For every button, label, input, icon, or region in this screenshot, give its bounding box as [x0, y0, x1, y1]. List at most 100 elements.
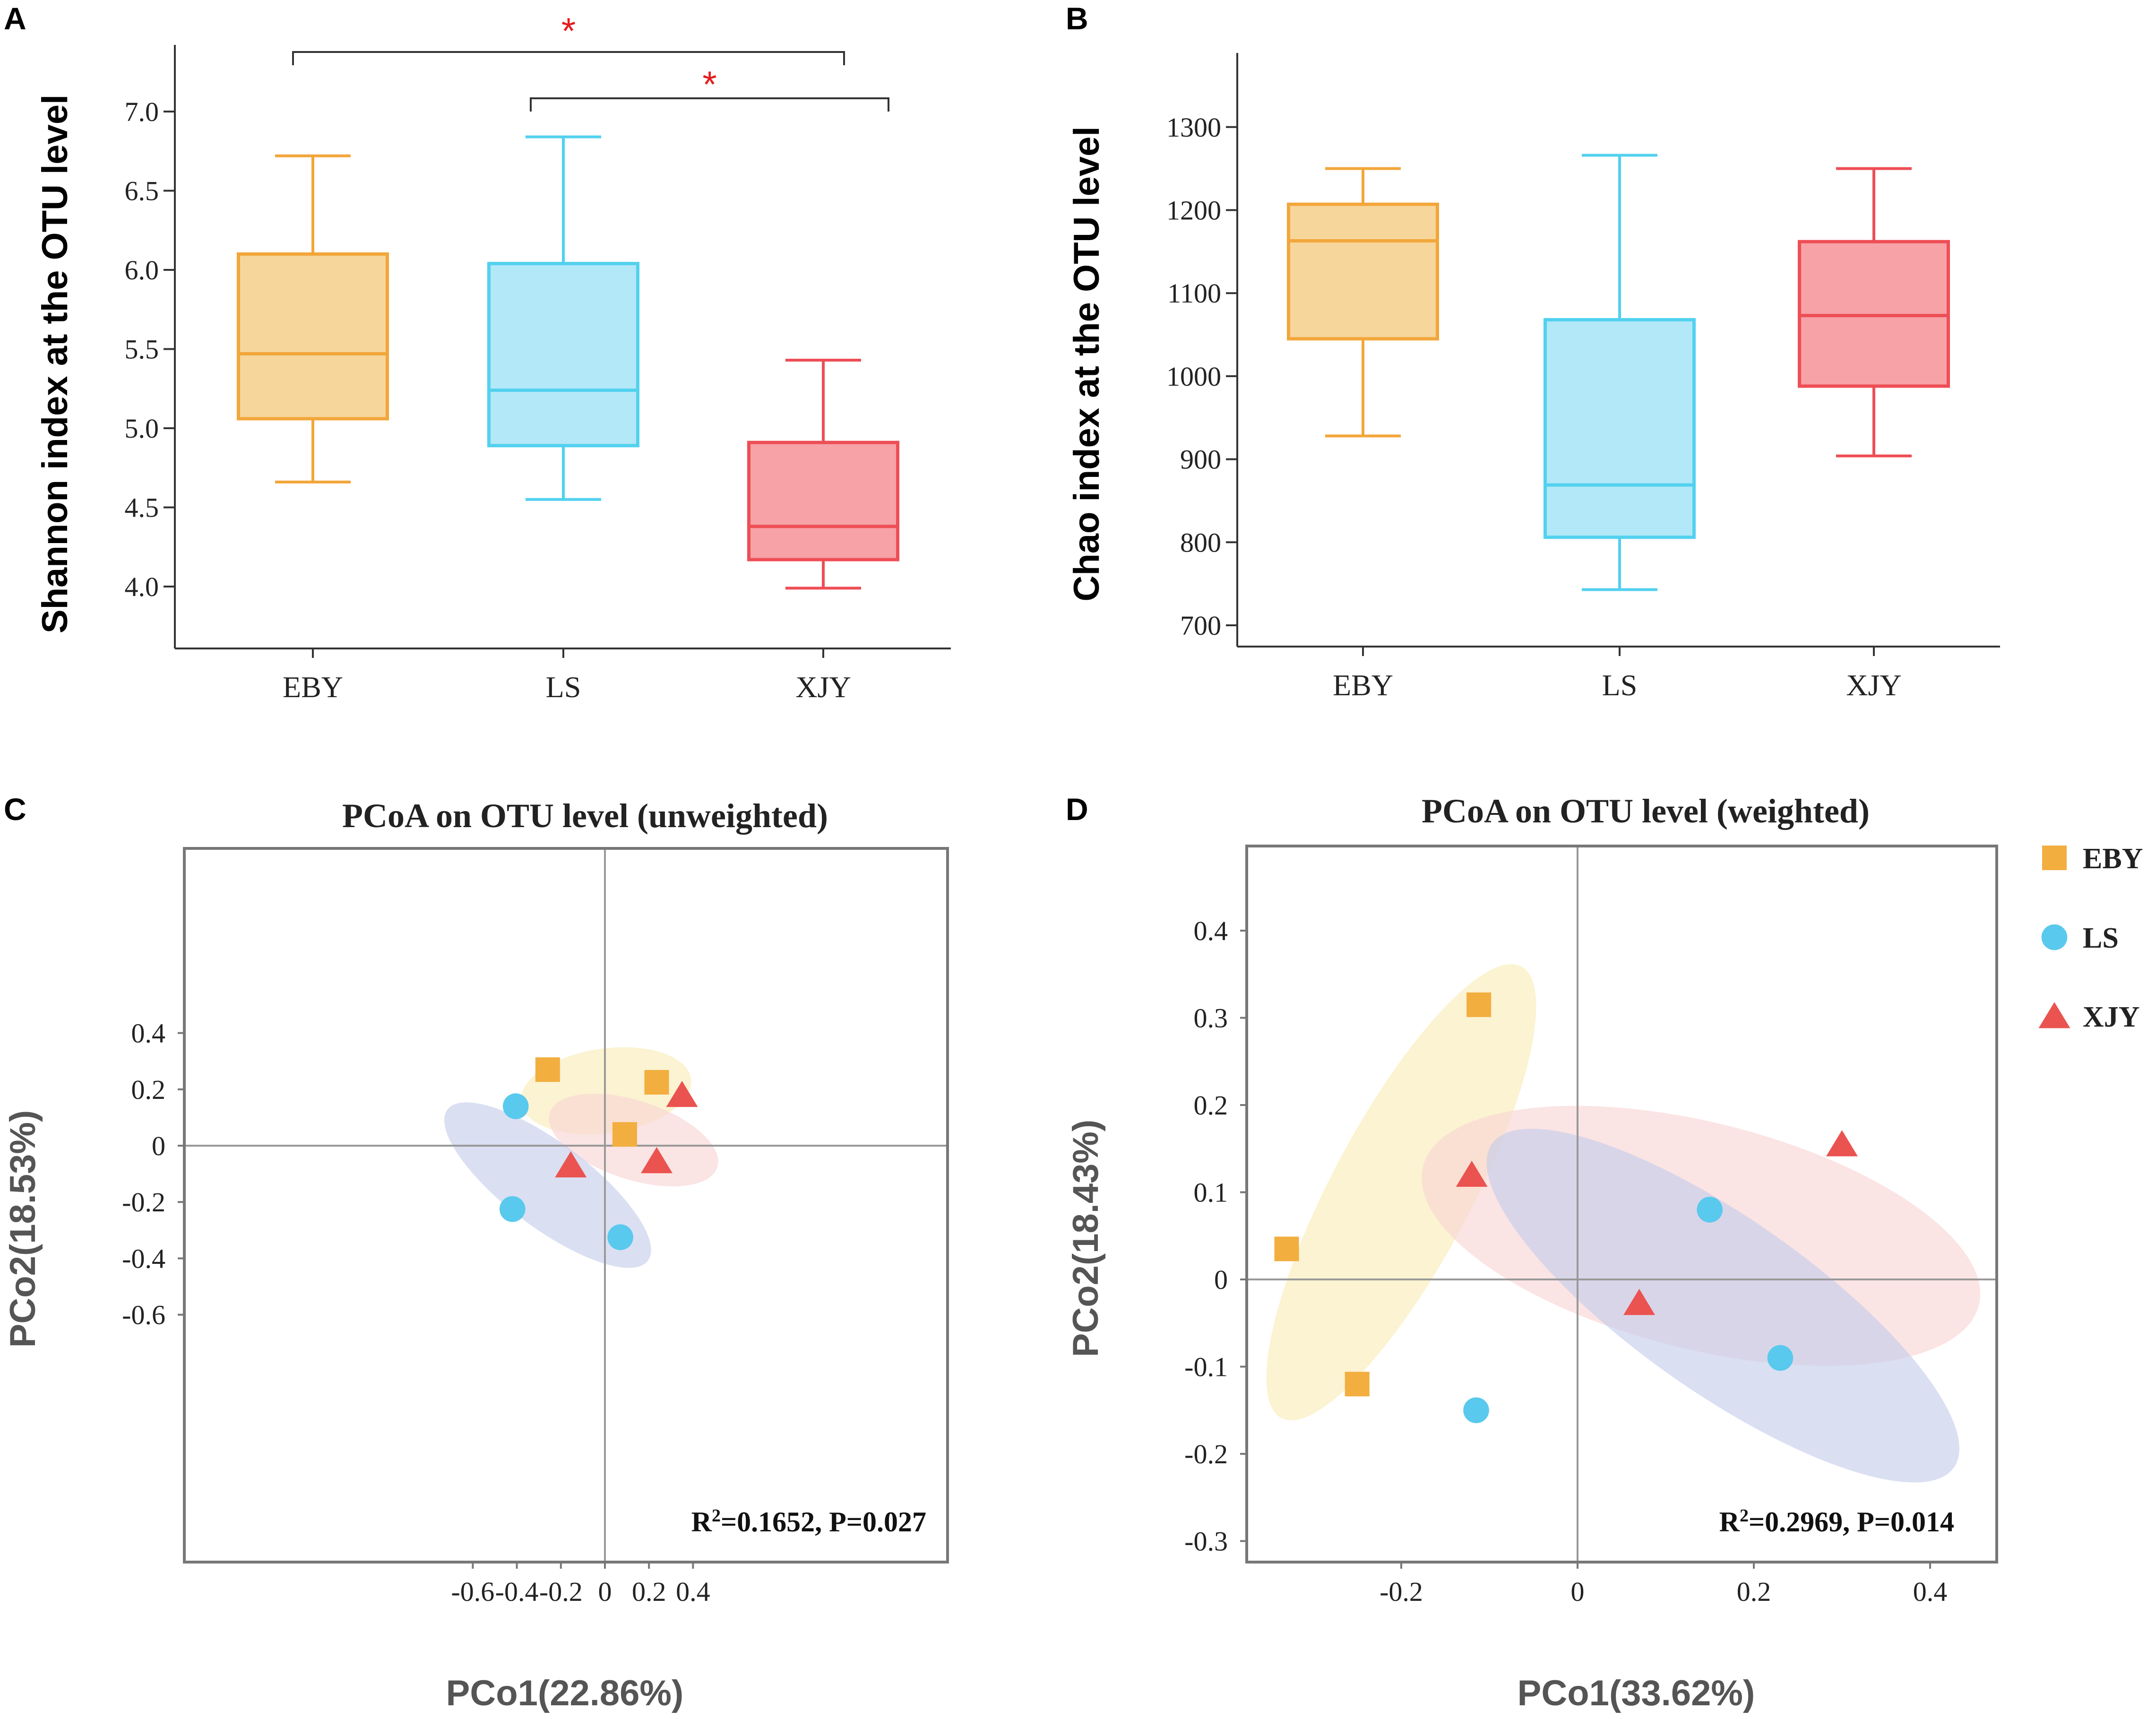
chart-title: PCoA on OTU level (unweighted) [342, 797, 828, 835]
x-tick-label: 0 [1571, 1576, 1585, 1607]
legend: EBY LS XJY [2038, 843, 2143, 1033]
box-iqr [237, 252, 389, 421]
legend-item-xjy: XJY [2038, 1001, 2140, 1033]
y-tick-label: 1100 [1167, 278, 1221, 309]
point-eby [612, 1122, 637, 1147]
legend-label: LS [2083, 922, 2119, 954]
y-tick-label: -0.6 [122, 1300, 165, 1330]
point-xjy [1456, 1160, 1488, 1187]
significance-star: * [561, 10, 576, 52]
x-tick-label: EBY [283, 670, 343, 704]
x-tick-label: -0.2 [539, 1576, 583, 1607]
point-ls [1697, 1197, 1723, 1223]
point-ls [502, 1093, 529, 1119]
y-tick-label: 0.4 [1194, 916, 1228, 946]
box-iqr [487, 262, 639, 448]
confidence-ellipse-ls [1486, 1129, 1959, 1483]
x-tick-label: 0 [598, 1576, 612, 1607]
panel-label-b: B [1066, 1, 1088, 36]
x-tick-label: 0.4 [1913, 1576, 1948, 1607]
y-tick-label: -0.1 [1184, 1352, 1228, 1382]
point-eby [1466, 992, 1492, 1017]
y-tick-label: 700 [1180, 610, 1221, 641]
significance-bracket: * [292, 10, 845, 65]
pcoa-unweighted: PCoA on OTU level (unweighted) PCo2(18.5… [3, 797, 949, 1713]
point-xjy [1623, 1288, 1656, 1315]
y-tick-label: 0.2 [1194, 1090, 1228, 1121]
point-xjy [666, 1080, 698, 1107]
y-tick-label: 0.1 [1194, 1177, 1228, 1208]
x-tick-label: -0.2 [1380, 1576, 1423, 1607]
stat-annotation: R2=0.1652, P=0.027 [691, 1506, 926, 1538]
box-iqr [747, 441, 899, 561]
y-tick-label: 0.3 [1194, 1003, 1228, 1034]
box-iqr [1798, 240, 1950, 388]
y-tick-label: -0.3 [1184, 1526, 1228, 1557]
chart-title: PCoA on OTU level (weighted) [1422, 792, 1870, 830]
x-tick-label: LS [546, 670, 581, 704]
bracket-line [292, 51, 845, 65]
legend-marker-xjy [2038, 1002, 2070, 1028]
y-axis-label: Shannon index at the OTU level [35, 95, 75, 633]
x-tick-label: 0.2 [632, 1576, 666, 1607]
box-xjy [747, 358, 899, 590]
significance-bracket: * [530, 63, 889, 112]
y-tick-label: 6.5 [125, 176, 159, 207]
point-eby [1345, 1372, 1370, 1397]
y-tick-label: 0 [1214, 1264, 1228, 1295]
point-xjy [555, 1151, 587, 1178]
x-tick-label: XJY [1846, 668, 1901, 702]
legend-label: XJY [2083, 1001, 2140, 1033]
point-eby [644, 1070, 669, 1095]
y-tick-label: 0.2 [131, 1074, 166, 1105]
box-ls [1544, 154, 1696, 591]
y-tick-label: 0 [152, 1131, 165, 1161]
significance-star: * [702, 63, 716, 105]
point-xjy [641, 1147, 673, 1174]
point-eby [1274, 1236, 1299, 1261]
y-axis-label: Chao index at the OTU level [1067, 126, 1107, 601]
x-tick-label: LS [1602, 668, 1638, 702]
x-axis-label: PCo1(33.62%) [1518, 1673, 1755, 1713]
x-tick-label: -0.4 [495, 1576, 539, 1607]
y-tick-label: 1200 [1166, 195, 1221, 226]
legend-item-eby: EBY [2042, 843, 2143, 875]
legend-marker-ls [2041, 924, 2068, 950]
x-tick-label: EBY [1333, 668, 1393, 702]
x-tick-label: -0.6 [451, 1576, 494, 1607]
plot-frame [1245, 845, 1998, 1564]
panel-label-c: C [4, 792, 26, 827]
y-tick-label: 4.5 [125, 492, 159, 523]
legend-item-ls: LS [2041, 922, 2119, 954]
y-tick-label: 0.4 [131, 1018, 166, 1049]
box-ls [487, 135, 639, 501]
y-tick-label: 5.0 [125, 413, 159, 444]
x-axis-label: PCo1(22.86%) [446, 1673, 684, 1713]
confidence-ellipse-eby [1266, 964, 1536, 1421]
y-tick-label: 1300 [1166, 112, 1221, 143]
y-tick-label: -0.2 [122, 1187, 165, 1218]
box-xjy [1798, 167, 1950, 458]
point-eby [535, 1057, 560, 1082]
point-ls [607, 1224, 633, 1250]
y-tick-label: 4.0 [125, 571, 159, 602]
x-tick-label: 0.2 [1737, 1576, 1771, 1607]
box-eby [237, 154, 389, 484]
point-ls [1463, 1397, 1489, 1424]
y-tick-label: -0.2 [1184, 1439, 1228, 1469]
x-tick-label: 0.4 [676, 1576, 710, 1607]
y-axis-label: PCo2(18.53%) [3, 1110, 43, 1348]
box-iqr [1287, 202, 1439, 341]
box-plot-chao: Chao index at the OTU level 700 800 900 100… [1067, 53, 2000, 702]
pcoa-weighted: PCoA on OTU level (weighted) PCo2(18.43%… [1066, 792, 1998, 1713]
y-tick-label: 6.0 [125, 255, 159, 285]
box-plot-shannon: Shannon index at the OTU level 4.0 4.5 5.0… [35, 10, 951, 704]
bracket-line [530, 97, 889, 112]
point-xjy [1826, 1130, 1858, 1157]
panel-label-a: A [4, 1, 26, 36]
point-ls [1767, 1345, 1794, 1371]
y-axis-label: PCo2(18.43%) [1066, 1120, 1106, 1357]
confidence-ellipse-ls [444, 1102, 651, 1268]
panel-label-d: D [1066, 792, 1088, 827]
